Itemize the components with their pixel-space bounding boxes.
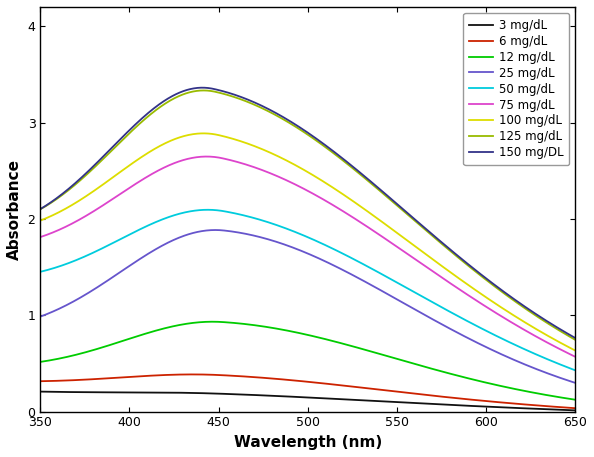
50 mg/dL: [174, 212, 181, 217]
25 mg/dL: [440, 323, 447, 328]
150 mg/DL: [198, 85, 206, 90]
150 mg/DL: [131, 122, 138, 128]
100 mg/dL: [37, 218, 44, 223]
100 mg/dL: [440, 265, 447, 270]
3 mg/dL: [279, 393, 286, 399]
Line: 25 mg/dL: 25 mg/dL: [40, 230, 575, 383]
6 mg/dL: [189, 372, 197, 377]
3 mg/dL: [394, 399, 401, 405]
75 mg/dL: [440, 276, 447, 282]
25 mg/dL: [353, 274, 360, 280]
50 mg/dL: [571, 367, 579, 373]
25 mg/dL: [280, 241, 287, 247]
100 mg/dL: [395, 231, 402, 237]
150 mg/DL: [353, 167, 360, 172]
150 mg/DL: [440, 241, 447, 247]
75 mg/dL: [280, 176, 287, 181]
3 mg/dL: [440, 402, 447, 407]
150 mg/DL: [395, 202, 402, 208]
25 mg/dL: [37, 314, 44, 319]
12 mg/dL: [209, 319, 216, 324]
12 mg/dL: [440, 369, 447, 375]
Line: 50 mg/dL: 50 mg/dL: [40, 210, 575, 370]
12 mg/dL: [353, 345, 360, 350]
25 mg/dL: [212, 227, 219, 233]
125 mg/dL: [37, 207, 44, 212]
6 mg/dL: [440, 394, 447, 399]
100 mg/dL: [571, 348, 579, 353]
Line: 150 mg/DL: 150 mg/DL: [40, 88, 575, 338]
12 mg/dL: [395, 356, 402, 362]
25 mg/dL: [131, 260, 138, 265]
50 mg/dL: [204, 207, 211, 213]
125 mg/dL: [353, 169, 360, 174]
3 mg/dL: [352, 397, 359, 403]
Line: 75 mg/dL: 75 mg/dL: [40, 157, 575, 357]
12 mg/dL: [37, 359, 44, 365]
50 mg/dL: [440, 306, 447, 311]
100 mg/dL: [280, 156, 287, 161]
12 mg/dL: [174, 323, 181, 328]
75 mg/dL: [37, 234, 44, 240]
75 mg/dL: [174, 159, 181, 165]
75 mg/dL: [353, 217, 360, 223]
6 mg/dL: [353, 384, 360, 390]
150 mg/DL: [280, 114, 287, 120]
100 mg/dL: [353, 201, 360, 206]
75 mg/dL: [395, 245, 402, 250]
150 mg/DL: [571, 335, 579, 340]
125 mg/dL: [440, 243, 447, 248]
Line: 6 mg/dL: 6 mg/dL: [40, 374, 575, 408]
6 mg/dL: [395, 389, 402, 394]
100 mg/dL: [200, 131, 207, 136]
12 mg/dL: [131, 334, 138, 340]
6 mg/dL: [174, 372, 181, 377]
125 mg/dL: [200, 88, 207, 93]
Line: 12 mg/dL: 12 mg/dL: [40, 322, 575, 400]
150 mg/DL: [37, 206, 44, 212]
125 mg/dL: [280, 117, 287, 122]
25 mg/dL: [174, 235, 181, 241]
50 mg/dL: [353, 258, 360, 263]
3 mg/dL: [37, 389, 44, 394]
12 mg/dL: [571, 397, 579, 403]
Line: 125 mg/dL: 125 mg/dL: [40, 90, 575, 340]
125 mg/dL: [571, 337, 579, 342]
3 mg/dL: [571, 408, 579, 413]
50 mg/dL: [131, 229, 138, 234]
50 mg/dL: [37, 269, 44, 275]
75 mg/dL: [571, 354, 579, 360]
Legend: 3 mg/dL, 6 mg/dL, 12 mg/dL, 25 mg/dL, 50 mg/dL, 75 mg/dL, 100 mg/dL, 125 mg/dL, : 3 mg/dL, 6 mg/dL, 12 mg/dL, 25 mg/dL, 50…: [463, 13, 569, 165]
3 mg/dL: [131, 390, 138, 395]
Line: 3 mg/dL: 3 mg/dL: [40, 392, 575, 410]
6 mg/dL: [131, 374, 138, 379]
Y-axis label: Absorbance: Absorbance: [7, 159, 22, 260]
6 mg/dL: [571, 405, 579, 411]
3 mg/dL: [174, 390, 181, 395]
100 mg/dL: [174, 135, 181, 141]
125 mg/dL: [395, 204, 402, 209]
Line: 100 mg/dL: 100 mg/dL: [40, 133, 575, 351]
X-axis label: Wavelength (nm): Wavelength (nm): [233, 435, 382, 450]
50 mg/dL: [395, 281, 402, 286]
125 mg/dL: [174, 94, 181, 99]
6 mg/dL: [37, 378, 44, 384]
25 mg/dL: [571, 380, 579, 386]
75 mg/dL: [131, 181, 138, 187]
6 mg/dL: [280, 377, 287, 382]
100 mg/dL: [131, 159, 138, 164]
75 mg/dL: [203, 154, 210, 159]
50 mg/dL: [280, 225, 287, 230]
125 mg/dL: [131, 125, 138, 131]
12 mg/dL: [280, 327, 287, 333]
150 mg/DL: [174, 90, 181, 96]
25 mg/dL: [395, 298, 402, 303]
